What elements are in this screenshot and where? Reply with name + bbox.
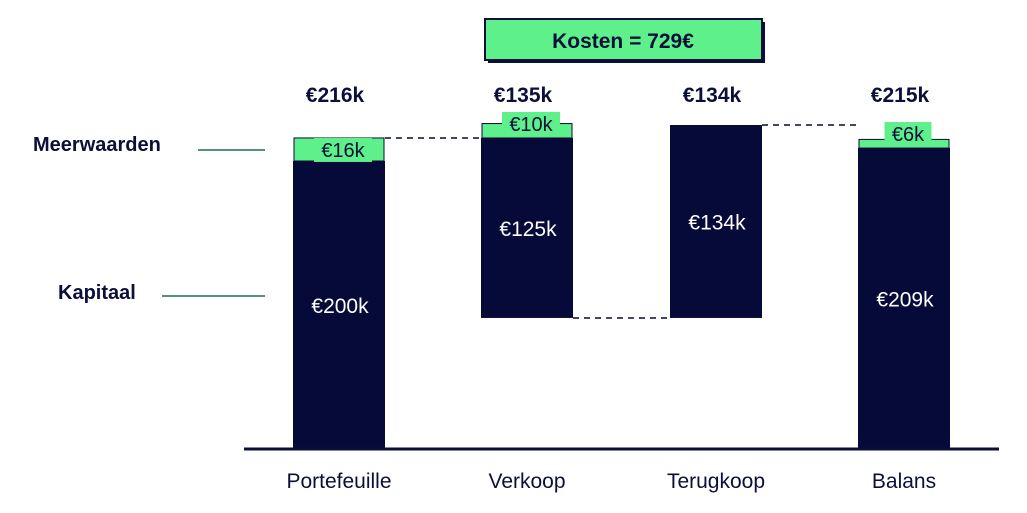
- connector-lines: [385, 124, 858, 319]
- legend: Meerwaarden Kapitaal: [33, 134, 265, 304]
- cost-annotation-box: [484, 18, 763, 61]
- category-label-verkoop: Verkoop: [488, 470, 565, 493]
- meerwaarden-tag-balans: [884, 122, 932, 147]
- kapitaal-value-verkoop: €125k: [499, 218, 557, 241]
- meerwaarden-tag-portefeuille: [314, 137, 372, 162]
- cost-annotation: Kosten = 729€: [484, 18, 765, 63]
- total-value-terugkoop: €134k: [683, 84, 742, 107]
- meerwaarden-value-portefeuille: €16k: [321, 140, 365, 162]
- legend-gains-label: Meerwaarden: [33, 134, 161, 156]
- meerwaarden-value-balans: €6k: [892, 124, 925, 146]
- kapitaal-value-balans: €209k: [876, 289, 934, 312]
- bar-kapitaal-balans: [858, 148, 950, 450]
- bar-kapitaal-verkoop: [481, 137, 573, 318]
- bars: [293, 111, 950, 450]
- total-value-portefeuille: €216k: [306, 84, 365, 107]
- category-label-portefeuille: Portefeuille: [286, 470, 391, 493]
- bar-kapitaal-terugkoop: [670, 125, 762, 318]
- legend-capital-label: Kapitaal: [58, 282, 136, 304]
- category-label-terugkoop: Terugkoop: [667, 470, 765, 493]
- kapitaal-value-terugkoop: €134k: [688, 211, 746, 234]
- kapitaal-value-portefeuille: €200k: [311, 295, 369, 318]
- meerwaarden-tag-verkoop: [502, 111, 560, 136]
- bar-kapitaal-portefeuille: [293, 161, 385, 449]
- category-label-balans: Balans: [872, 470, 936, 493]
- cost-annotation-text: Kosten = 729€: [552, 30, 694, 53]
- total-value-balans: €215k: [871, 84, 930, 107]
- meerwaarden-value-verkoop: €10k: [509, 114, 553, 136]
- labels: €16k €200k €216k Portefeuille €10k €125k €135k…: [286, 84, 936, 493]
- total-value-verkoop: €135k: [494, 84, 553, 107]
